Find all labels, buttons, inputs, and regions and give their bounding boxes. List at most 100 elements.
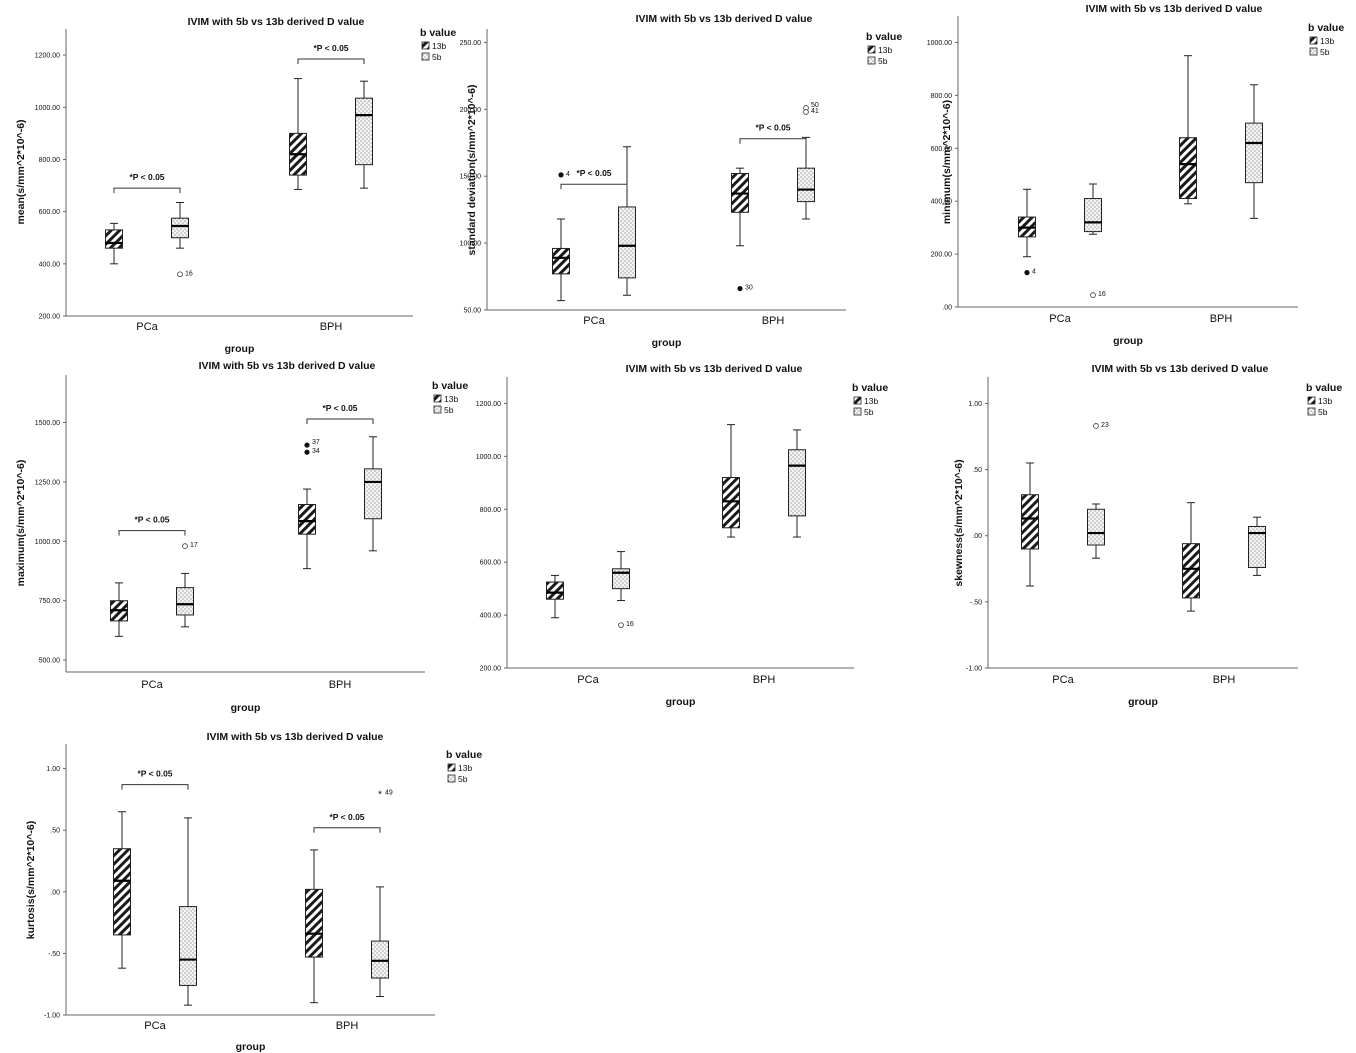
box-iqr bbox=[618, 206, 636, 279]
significance-bracket bbox=[313, 827, 381, 833]
outlier-point bbox=[304, 449, 310, 455]
y-tick-label: 1000.00 bbox=[35, 539, 60, 546]
y-tick-label: 200.00 bbox=[460, 107, 482, 114]
chart-title: IVIM with 5b vs 13b derived D value bbox=[626, 363, 803, 375]
chart-panel-3: IVIM with 5b vs 13b derived D value minim… bbox=[927, 3, 1345, 347]
outlier-label: 49 bbox=[385, 789, 393, 796]
box-iqr bbox=[179, 906, 197, 986]
y-tick-label: 1000.00 bbox=[35, 105, 60, 112]
y-tick-label: 400.00 bbox=[39, 261, 61, 268]
legend-item-label: 5b bbox=[878, 56, 888, 66]
x-category-label: PCa bbox=[141, 679, 163, 691]
outlier-point bbox=[803, 109, 809, 115]
outlier-point bbox=[177, 271, 183, 278]
legend-swatch-13b bbox=[1307, 396, 1316, 405]
box-pca-13b bbox=[546, 574, 564, 619]
significance-label: *P < 0.05 bbox=[576, 168, 611, 178]
y-tick-label: 500.00 bbox=[39, 658, 61, 665]
x-axis-label: group bbox=[231, 702, 261, 714]
outlier-label: 23 bbox=[1101, 422, 1109, 429]
chart-title: IVIM with 5b vs 13b derived D value bbox=[188, 16, 365, 28]
box-bph-13b bbox=[1179, 55, 1197, 205]
legend-swatch-5b bbox=[421, 52, 430, 61]
y-tick-label: 1000.00 bbox=[927, 40, 952, 47]
box-pca-5b bbox=[179, 817, 197, 1006]
legend-swatch-5b bbox=[447, 774, 456, 783]
legend-item-label: 5b bbox=[458, 774, 468, 784]
box-bph-13b bbox=[722, 424, 740, 538]
y-tick-label: 800.00 bbox=[931, 93, 953, 100]
chart-panel-2: IVIM with 5b vs 13b derived D value stand… bbox=[460, 13, 903, 349]
significance-label: *P < 0.05 bbox=[134, 515, 169, 525]
chart-title: IVIM with 5b vs 13b derived D value bbox=[636, 13, 813, 25]
box-bph-5b bbox=[364, 436, 382, 552]
outlier-label: 37 bbox=[312, 439, 320, 446]
box-iqr bbox=[722, 477, 740, 529]
legend-swatch-13b bbox=[421, 41, 430, 50]
box-bph-13b: 30 bbox=[731, 167, 753, 292]
outlier-point bbox=[558, 172, 564, 178]
box-iqr bbox=[113, 848, 131, 936]
x-category-label: BPH bbox=[762, 315, 785, 327]
legend-title: b value bbox=[852, 382, 888, 394]
x-category-label: PCa bbox=[1049, 313, 1071, 325]
box-bph-13b bbox=[305, 849, 323, 1004]
legend-swatch-13b bbox=[1309, 36, 1318, 45]
y-tick-label: .50 bbox=[972, 467, 982, 474]
y-tick-label: 400.00 bbox=[480, 613, 502, 620]
y-tick-label: 1000.00 bbox=[476, 454, 501, 461]
y-axis-label: kurtosis(s/mm^2*10^-6) bbox=[25, 821, 37, 939]
box-bph-13b bbox=[1182, 502, 1200, 612]
x-category-label: BPH bbox=[1213, 674, 1236, 686]
significance-bracket bbox=[113, 187, 181, 194]
box-pca-5b: 17 bbox=[176, 542, 198, 628]
box-bph-5b: * 49 bbox=[371, 789, 393, 998]
x-axis-label: group bbox=[1113, 335, 1143, 347]
y-tick-label: 600.00 bbox=[480, 560, 502, 567]
legend-swatch-5b bbox=[1307, 407, 1316, 416]
legend-title: b value bbox=[866, 31, 902, 43]
box-iqr bbox=[371, 940, 389, 979]
box-pca-13b bbox=[113, 811, 131, 969]
extreme-outlier-marker: * bbox=[378, 789, 382, 800]
box-iqr bbox=[1021, 494, 1039, 550]
chart-title: IVIM with 5b vs 13b derived D value bbox=[1086, 3, 1263, 15]
box-iqr bbox=[1179, 137, 1197, 200]
x-category-label: BPH bbox=[320, 321, 343, 333]
legend-item-label: 5b bbox=[1320, 47, 1330, 57]
outlier-label: 4 bbox=[1032, 269, 1036, 276]
outlier-label: 16 bbox=[185, 270, 193, 277]
box-iqr bbox=[1084, 198, 1102, 233]
legend-item-label: 13b bbox=[432, 41, 446, 51]
outlier-point bbox=[304, 442, 310, 448]
significance-bracket bbox=[560, 183, 628, 190]
box-iqr bbox=[355, 97, 373, 166]
box-iqr bbox=[305, 888, 323, 958]
y-tick-label: .50 bbox=[50, 828, 60, 835]
chart-title: IVIM with 5b vs 13b derived D value bbox=[207, 731, 384, 743]
outlier-point bbox=[1093, 423, 1099, 429]
box-pca-13b bbox=[105, 222, 123, 265]
y-tick-label: .00 bbox=[942, 305, 952, 312]
outlier-label: 30 bbox=[745, 285, 753, 292]
y-tick-label: -.50 bbox=[48, 951, 60, 958]
legend-item-label: 13b bbox=[458, 763, 472, 773]
y-tick-label: 200.00 bbox=[480, 666, 502, 673]
x-axis-label: group bbox=[666, 696, 696, 708]
legend-swatch-13b bbox=[853, 396, 862, 405]
box-pca-13b: 4 bbox=[1018, 188, 1036, 276]
y-tick-label: 1.00 bbox=[968, 401, 982, 408]
box-iqr bbox=[552, 247, 570, 275]
legend-item-label: 5b bbox=[864, 407, 874, 417]
legend-title: b value bbox=[432, 380, 468, 392]
legend-title: b value bbox=[446, 749, 482, 761]
chart-title: IVIM with 5b vs 13b derived D value bbox=[199, 360, 376, 372]
box-iqr bbox=[1182, 543, 1200, 599]
y-tick-label: 1250.00 bbox=[35, 479, 60, 486]
x-category-label: PCa bbox=[1052, 674, 1074, 686]
box-pca-13b bbox=[110, 582, 128, 637]
